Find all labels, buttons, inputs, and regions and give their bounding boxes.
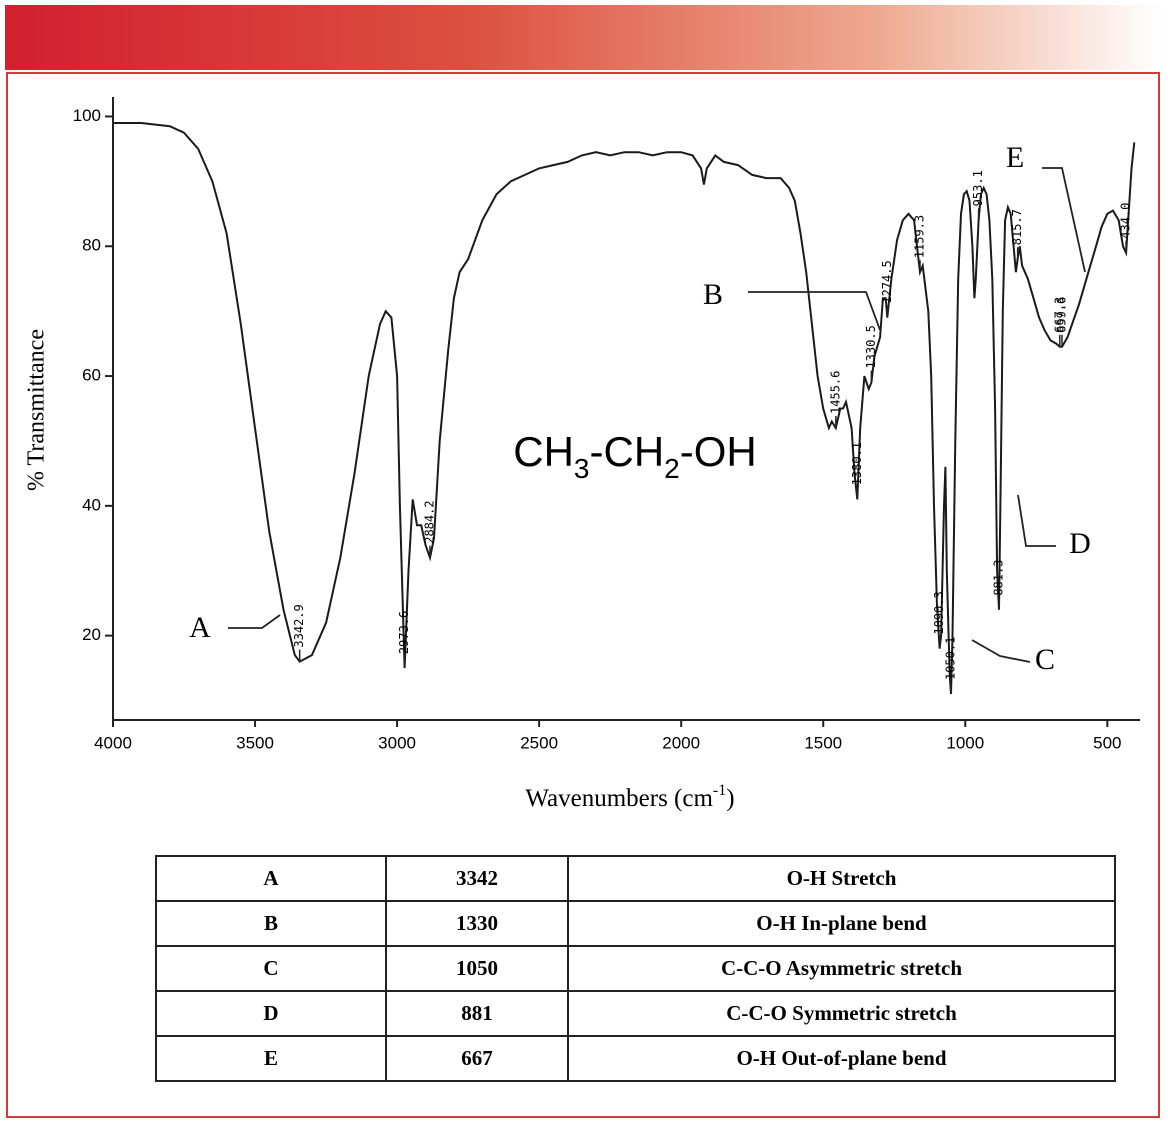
annotation: B xyxy=(703,278,723,311)
x-tick-label: 4000 xyxy=(94,733,132,752)
formula-part: -CH xyxy=(590,428,665,475)
peak-label: 1380.1 xyxy=(850,442,864,485)
leader-line xyxy=(228,614,281,629)
table-cell: O-H In-plane bend xyxy=(567,900,1116,947)
frame xyxy=(6,72,1160,1118)
formula-part: 2 xyxy=(664,453,680,484)
spectrum-line xyxy=(113,122,1136,695)
x-axis-label-part: -1 xyxy=(713,782,726,799)
y-tick-label: 20 xyxy=(82,625,101,644)
peak-label: 3342.9 xyxy=(292,604,306,647)
header-bar xyxy=(5,5,1163,70)
y-axis-label: % Transmittance xyxy=(24,329,50,491)
leader-line xyxy=(1017,494,1056,547)
leader-line xyxy=(1042,167,1086,273)
formula-part: -OH xyxy=(680,428,757,475)
peak-label: 1330.5 xyxy=(864,325,878,368)
table-cell: O-H Stretch xyxy=(567,855,1116,902)
annotation: D xyxy=(1069,527,1091,560)
table-cell: O-H Out-of-plane bend xyxy=(567,1035,1116,1082)
x-tick-label: 2500 xyxy=(520,733,558,752)
table: A 3342 O-H Stretch B 1330 O-H In-plane bend C 1… xyxy=(155,855,1116,1082)
y-tick-label: 40 xyxy=(82,495,101,514)
table-cell: A xyxy=(155,855,387,902)
peak-label: 434.0 xyxy=(1119,203,1133,239)
peak-label: 1159.3 xyxy=(913,215,927,258)
y-tick-label: 100 xyxy=(73,106,101,125)
peak-label: 881.3 xyxy=(992,560,1006,596)
table-cell: 1050 xyxy=(385,945,569,992)
table-cell: E xyxy=(155,1035,387,1082)
table-cell: C xyxy=(155,945,387,992)
table-cell: C-C-O Symmetric stretch xyxy=(567,990,1116,1037)
x-tick-label: 3000 xyxy=(378,733,416,752)
peak-label: 953.1 xyxy=(971,170,985,206)
peak-label: 815.7 xyxy=(1010,209,1024,245)
y-tick-label: 80 xyxy=(82,236,101,255)
formula-part: 3 xyxy=(574,453,590,484)
formula: CH3-CH2-OH xyxy=(513,428,756,484)
peak-label: 659.6 xyxy=(1054,297,1068,333)
peak-label: 1090.3 xyxy=(932,591,946,634)
peak-label: 1274.5 xyxy=(880,260,894,303)
table-row: D 881 C-C-O Symmetric stretch xyxy=(155,990,1116,1037)
peak-label: 2973.6 xyxy=(397,611,411,654)
annotation: A xyxy=(189,611,211,644)
x-tick-label: 1000 xyxy=(946,733,984,752)
table-cell: 667 xyxy=(385,1035,569,1082)
peak-label: 1050.1 xyxy=(944,637,958,680)
table-cell: 1330 xyxy=(385,900,569,947)
formula-part: CH xyxy=(513,428,574,475)
x-tick-label: 500 xyxy=(1093,733,1121,752)
leader-line xyxy=(748,291,881,331)
table-row: C 1050 C-C-O Asymmetric stretch xyxy=(155,945,1116,992)
peak-label: 667.3 xyxy=(1052,297,1066,333)
x-tick-label: 2000 xyxy=(662,733,700,752)
leader-line xyxy=(971,639,1031,663)
annotation: E xyxy=(1006,141,1024,174)
table-cell: C-C-O Asymmetric stretch xyxy=(567,945,1116,992)
table-row: E 667 O-H Out-of-plane bend xyxy=(155,1035,1116,1082)
table-cell: 3342 xyxy=(385,855,569,902)
annotation: C xyxy=(1035,643,1055,676)
x-tick-label: 1500 xyxy=(804,733,842,752)
y-tick-label: 60 xyxy=(82,366,101,385)
table-row: A 3342 O-H Stretch xyxy=(155,855,1116,902)
x-axis-label-part: Wavenumbers (cm xyxy=(525,785,713,812)
x-axis-label-part: ) xyxy=(726,785,734,812)
table-cell: 881 xyxy=(385,990,569,1037)
chart: 20 40 60 80 100 4000 3500 3000 2500 2000 1500 1000 5… xyxy=(24,97,1140,812)
peak-label: 1455.6 xyxy=(828,371,842,414)
table-cell: B xyxy=(155,900,387,947)
x-tick-label: 3500 xyxy=(236,733,274,752)
table-cell: D xyxy=(155,990,387,1037)
table-row: B 1330 O-H In-plane bend xyxy=(155,900,1116,947)
table-body: A 3342 O-H Stretch B 1330 O-H In-plane bend C 1… xyxy=(155,855,1116,1082)
x-axis-label: Wavenumbers (cm-1) xyxy=(525,782,734,812)
peak-label: 2884.2 xyxy=(422,500,436,543)
